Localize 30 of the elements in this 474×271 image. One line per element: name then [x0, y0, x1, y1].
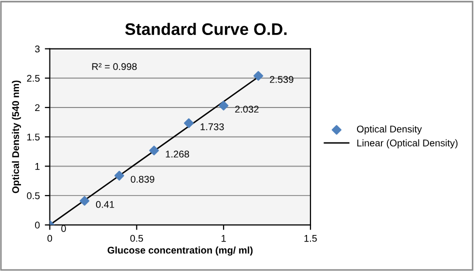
point	[80, 196, 90, 206]
data-label: 0.41	[96, 201, 114, 208]
point	[218, 100, 228, 110]
x-tick-label: 0	[47, 234, 52, 242]
data-label: 0.839	[130, 176, 154, 183]
data-label: 0	[61, 225, 66, 232]
y-tick-label: 0	[35, 222, 40, 229]
data-label: 1.268	[166, 150, 190, 158]
data-label: 1.733	[200, 123, 224, 130]
legend-label: Linear (Optical Density)	[357, 139, 458, 148]
annotation: R² = 0.998	[92, 63, 137, 70]
point	[253, 70, 264, 81]
point	[184, 118, 194, 128]
y-tick-label: 0.5	[26, 192, 40, 200]
x-tick-label: 1.5	[304, 235, 317, 242]
y-tick-label: 1	[35, 163, 40, 170]
legend-label: Optical Density	[356, 125, 422, 134]
x-axis-title: Glucose concentration (mg/ ml)	[108, 246, 253, 256]
point	[149, 146, 159, 156]
x-tick-label: 1	[222, 235, 226, 242]
y-axis-title: Optical Density (540 nm)	[12, 80, 21, 194]
y-tick-label: 3	[35, 46, 40, 52]
x-tick-label: 0.5	[130, 234, 144, 242]
y-tick-label: 2.5	[27, 74, 40, 82]
point	[114, 170, 124, 181]
y-tick-label: 2	[35, 104, 40, 112]
chart-title: Standard Curve O.D.	[125, 22, 287, 36]
y-tick-label: 1.5	[27, 134, 40, 140]
data-label: 2.539	[270, 76, 294, 83]
data-label: 2.032	[235, 106, 259, 113]
